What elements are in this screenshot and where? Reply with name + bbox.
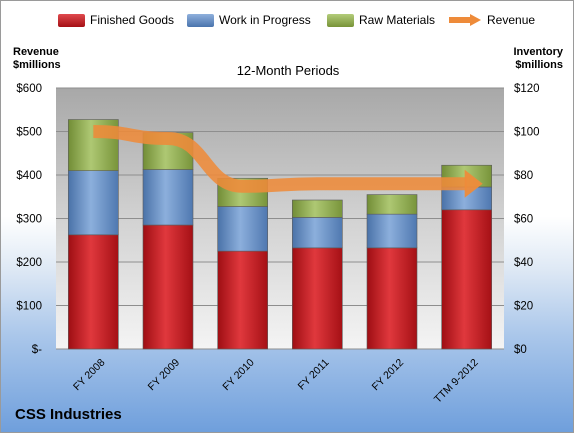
right-axis-title-line2: $millions (515, 59, 563, 71)
bar-finished-goods (292, 247, 343, 350)
legend-item-finished-goods: Finished Goods (58, 11, 174, 29)
left-tick-label: $100 (16, 301, 42, 313)
right-tick-label: $120 (514, 83, 540, 95)
right-tick-label: $0 (514, 344, 527, 356)
right-tick-label: $80 (514, 170, 533, 182)
right-tick-label: $60 (514, 214, 533, 226)
revenue-line (93, 125, 467, 193)
legend-swatch-finished-goods (58, 13, 85, 27)
right-tick-label: $100 (514, 127, 540, 139)
category-label: FY 2012 (370, 357, 407, 394)
bar-work-in-progress (142, 169, 194, 226)
legend: Finished Goods Work in Progress Raw Mate… (1, 11, 573, 31)
revenue-line-layer (93, 125, 483, 198)
legend-swatch-work-in-progress (187, 13, 214, 27)
legend-swatch-raw-materials (327, 13, 354, 27)
legend-item-raw-materials: Raw Materials (327, 11, 435, 29)
bar-work-in-progress (292, 217, 343, 249)
x-axis-labels: FY 2008 FY 2009 FY 2010 FY 2011 FY 2012 TTM 9… (71, 357, 481, 406)
legend-label-raw-materials: Raw Materials (359, 13, 436, 27)
left-tick-label: $600 (16, 83, 42, 95)
right-axis-title: Inventory $millions (513, 46, 563, 72)
revenue-line-arrowhead (464, 169, 483, 198)
left-tick-label: $- (32, 344, 42, 356)
left-axis-title-line2: $millions (13, 59, 61, 71)
legend-swatch-revenue (449, 14, 481, 26)
left-tick-label: $500 (16, 127, 42, 139)
right-axis-ticks: $0 $20 $40 $60 $80 $100 $120 (514, 83, 540, 356)
legend-label-revenue: Revenue (487, 13, 536, 27)
left-tick-label: $400 (16, 170, 42, 182)
category-label: FY 2009 (146, 357, 183, 394)
left-tick-label: $300 (16, 214, 42, 226)
bar-finished-goods (217, 250, 268, 350)
category-label: FY 2008 (71, 357, 108, 394)
bar-finished-goods (68, 234, 119, 350)
left-axis-ticks: $- $100 $200 $300 $400 $500 $600 (16, 83, 42, 356)
bar-raw-materials (366, 194, 418, 215)
legend-item-revenue: Revenue (447, 11, 535, 29)
right-tick-label: $20 (514, 301, 533, 313)
chart-title: 12-Month Periods (236, 63, 340, 78)
left-axis-title: Revenue $millions (13, 46, 61, 72)
bar-work-in-progress (68, 170, 119, 236)
company-name: CSS Industries (15, 406, 122, 423)
left-axis-title-line1: Revenue (13, 46, 59, 58)
bar-finished-goods (366, 247, 418, 350)
bar-raw-materials (292, 199, 343, 218)
bar-finished-goods (441, 209, 492, 350)
category-label: FY 2010 (220, 357, 257, 394)
legend-label-finished-goods: Finished Goods (90, 13, 175, 27)
left-tick-label: $200 (16, 257, 42, 269)
right-axis-title-line1: Inventory (513, 46, 563, 58)
bar-finished-goods (142, 224, 194, 350)
right-tick-label: $40 (514, 257, 533, 269)
category-label: FY 2011 (296, 357, 332, 393)
bar-work-in-progress (366, 213, 418, 249)
legend-label-work-in-progress: Work in Progress (219, 13, 311, 27)
category-label: TTM 9-2012 (432, 357, 481, 406)
bar-work-in-progress (217, 206, 268, 252)
legend-item-work-in-progress: Work in Progress (187, 11, 311, 29)
